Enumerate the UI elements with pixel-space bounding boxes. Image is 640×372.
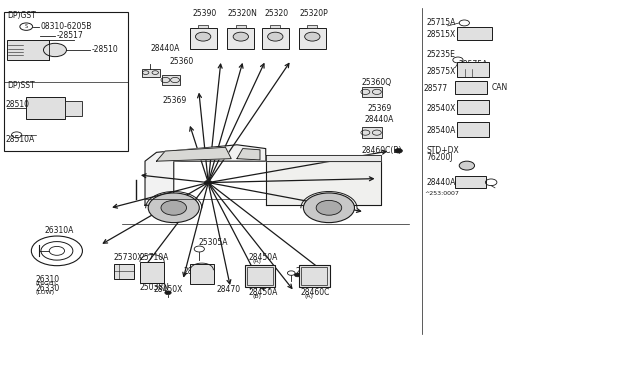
Text: 25360Q: 25360Q xyxy=(362,78,392,87)
Text: 28440A: 28440A xyxy=(427,178,456,187)
Circle shape xyxy=(148,193,199,222)
Text: CAN: CAN xyxy=(491,83,508,92)
Text: 25710A: 25710A xyxy=(140,253,170,262)
Text: STD+DX: STD+DX xyxy=(427,146,460,155)
Circle shape xyxy=(294,273,301,277)
Polygon shape xyxy=(266,155,381,161)
Text: 28470A: 28470A xyxy=(183,267,212,276)
Bar xyxy=(458,27,492,39)
Bar xyxy=(458,122,489,137)
Circle shape xyxy=(161,201,186,215)
Bar xyxy=(7,39,49,60)
Bar xyxy=(26,97,65,119)
Bar xyxy=(362,128,382,138)
Polygon shape xyxy=(145,145,266,205)
Text: 28450A: 28450A xyxy=(248,288,278,297)
Bar xyxy=(458,100,489,115)
Text: 25730X: 25730X xyxy=(114,253,143,262)
Circle shape xyxy=(165,291,172,295)
Text: DP)SST: DP)SST xyxy=(7,81,35,90)
Bar xyxy=(189,28,216,49)
Text: S: S xyxy=(25,24,28,29)
Bar xyxy=(262,28,289,49)
Text: 25715A: 25715A xyxy=(427,19,456,28)
Text: (A): (A) xyxy=(304,294,313,299)
Text: 25320: 25320 xyxy=(264,9,289,18)
Bar xyxy=(65,101,83,116)
Bar xyxy=(456,176,486,188)
Bar xyxy=(189,264,214,284)
Text: 25369: 25369 xyxy=(163,96,186,105)
Text: 28510A: 28510A xyxy=(6,135,35,144)
Text: 28540X: 28540X xyxy=(427,104,456,113)
Text: 28515X: 28515X xyxy=(427,29,456,39)
Text: 28440A: 28440A xyxy=(365,115,394,124)
Bar xyxy=(4,12,129,151)
Polygon shape xyxy=(266,161,381,205)
Text: 28450X: 28450X xyxy=(154,285,183,294)
Text: (A): (A) xyxy=(253,260,262,264)
Circle shape xyxy=(460,161,474,170)
Text: (LOW): (LOW) xyxy=(35,290,54,295)
Bar xyxy=(162,75,179,85)
Circle shape xyxy=(316,201,342,215)
Text: 28460C: 28460C xyxy=(301,288,330,297)
Text: 28440A: 28440A xyxy=(150,44,179,53)
Text: 28575A: 28575A xyxy=(459,60,488,69)
Text: DP)GST: DP)GST xyxy=(7,11,36,20)
Text: 25369: 25369 xyxy=(368,104,392,113)
Text: 08310-6205B: 08310-6205B xyxy=(40,22,92,31)
Text: 25320P: 25320P xyxy=(300,9,328,18)
Text: 26310: 26310 xyxy=(36,275,60,284)
Text: 28577: 28577 xyxy=(424,84,447,93)
Bar xyxy=(140,262,164,283)
Circle shape xyxy=(395,148,403,153)
Bar xyxy=(299,28,326,49)
Circle shape xyxy=(44,43,67,57)
Text: (B): (B) xyxy=(253,294,262,299)
Circle shape xyxy=(204,180,212,185)
Bar xyxy=(307,25,317,28)
Bar xyxy=(142,68,160,77)
Text: 25390: 25390 xyxy=(192,9,216,18)
Text: 25305A: 25305A xyxy=(198,238,228,247)
Text: 28460X: 28460X xyxy=(296,267,325,276)
Bar xyxy=(247,267,273,285)
Text: -28510: -28510 xyxy=(92,45,118,54)
Text: 26330: 26330 xyxy=(36,284,60,293)
Bar xyxy=(244,265,275,287)
Circle shape xyxy=(268,32,283,41)
Text: (HIGH): (HIGH) xyxy=(35,281,56,286)
Polygon shape xyxy=(157,147,231,161)
Bar xyxy=(114,264,134,279)
Bar xyxy=(198,25,208,28)
Text: 28510: 28510 xyxy=(6,100,30,109)
Circle shape xyxy=(303,193,355,222)
Bar xyxy=(270,25,280,28)
Circle shape xyxy=(233,32,248,41)
Text: 28460C(B): 28460C(B) xyxy=(362,146,402,155)
Bar xyxy=(458,62,489,77)
Bar xyxy=(236,25,246,28)
Text: 28470: 28470 xyxy=(216,285,241,294)
Circle shape xyxy=(305,32,320,41)
Text: -28517: -28517 xyxy=(57,31,84,41)
Text: 28540A: 28540A xyxy=(427,126,456,135)
Text: 26310A: 26310A xyxy=(44,226,74,235)
Circle shape xyxy=(195,32,211,41)
Text: 28575X: 28575X xyxy=(427,67,456,76)
Text: ^253:0007: ^253:0007 xyxy=(424,191,459,196)
Text: 25320N: 25320N xyxy=(227,9,257,18)
Text: 25038N: 25038N xyxy=(140,283,170,292)
Text: 28450A: 28450A xyxy=(248,253,278,262)
Text: 25235E: 25235E xyxy=(427,50,456,59)
Bar xyxy=(301,267,327,285)
Polygon shape xyxy=(237,148,260,160)
Text: 76200J: 76200J xyxy=(427,153,453,161)
Bar xyxy=(227,28,254,49)
Bar xyxy=(299,265,330,287)
Text: 25360: 25360 xyxy=(170,57,193,66)
Bar xyxy=(362,87,382,97)
Bar xyxy=(456,81,487,94)
